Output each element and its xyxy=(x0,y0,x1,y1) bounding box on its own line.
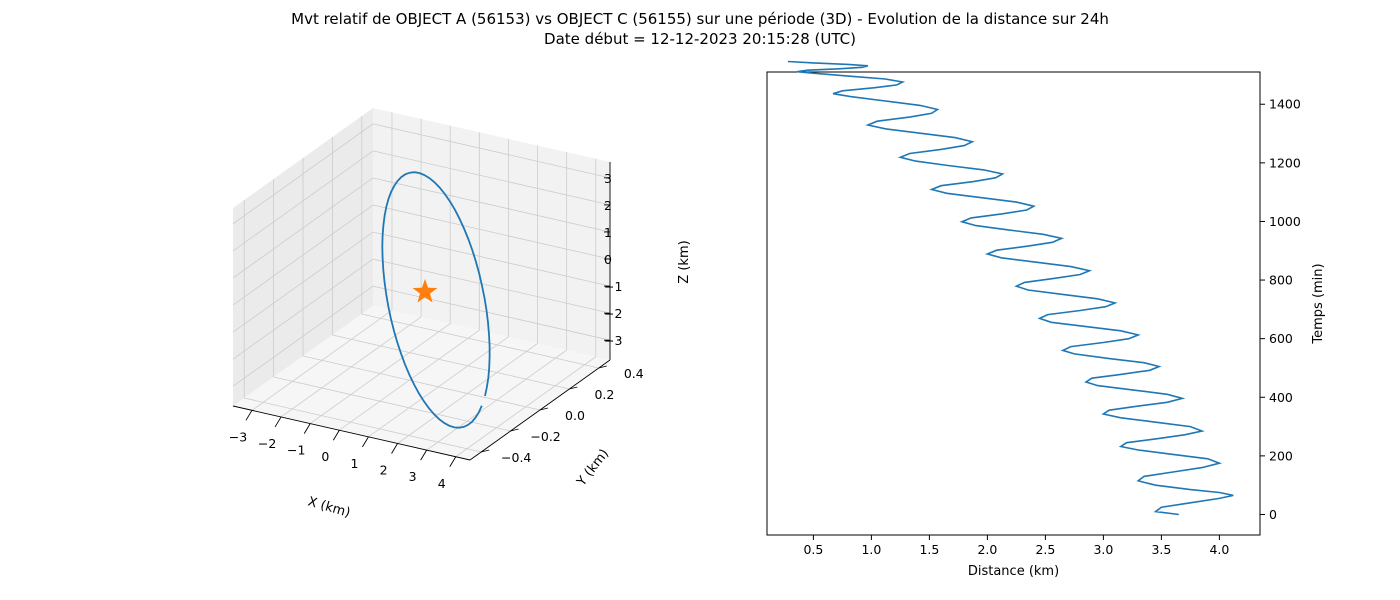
x-tick-label: 4.0 xyxy=(1209,542,1229,557)
y-tick-label: 400 xyxy=(1269,390,1293,405)
grid-line-back-z xyxy=(372,258,611,314)
x-tick-label: −3 xyxy=(229,429,247,444)
y-ticks: 0 200 400 600 800 1000 1200 1400 xyxy=(1260,97,1301,522)
y-axis-label: Y (km) xyxy=(574,447,613,490)
x-axis-label-distance: Distance (km) xyxy=(968,564,1059,579)
grid-line-side-z xyxy=(232,204,374,306)
grid-line-floor-y xyxy=(332,334,570,390)
x-tick-label: −2 xyxy=(258,436,276,451)
y-axis-label-time: Temps (min) xyxy=(1311,263,1326,344)
grid-line-back-z xyxy=(372,123,611,179)
z-tick-label: −3 xyxy=(604,333,622,348)
distance-series-line xyxy=(787,60,1234,516)
plot-3d: −3 −2 −1 0 1 2 3 4 −0.4 −0.2 0.0 0.2 0.4 −3 −2 −1 0 1 2 3 X… xyxy=(229,108,692,521)
grid-line-side-z xyxy=(232,231,374,333)
x-tick xyxy=(332,429,340,441)
grid-line-side-z xyxy=(232,123,374,225)
grid-line-floor-y xyxy=(302,355,541,411)
grid-line-back-z xyxy=(372,285,611,341)
z-axis-label: Z (km) xyxy=(677,240,692,283)
y-tick xyxy=(598,365,607,369)
z-tick-label: 0 xyxy=(604,252,612,267)
y-tick-label: 0.4 xyxy=(624,366,644,381)
x-tick-label: 0.5 xyxy=(803,542,823,557)
3d-grid xyxy=(232,112,611,458)
grid-line-side-z xyxy=(232,258,374,360)
x-tick-label: 2 xyxy=(380,462,388,477)
grid-line-back-z xyxy=(372,231,611,287)
y-tick xyxy=(510,428,519,432)
y-tick-label: 1200 xyxy=(1269,155,1301,170)
y-tick-label: 600 xyxy=(1269,331,1293,346)
z-tick-label: 3 xyxy=(604,171,612,186)
y-tick-label: −0.4 xyxy=(501,450,531,465)
x-tick-label: 2.0 xyxy=(977,542,997,557)
grid-line-back-z xyxy=(372,177,611,233)
chart-title: Mvt relatif de OBJECT A (56153) vs OBJEC… xyxy=(291,10,1109,28)
x-tick xyxy=(391,443,398,454)
y-tick-label: 200 xyxy=(1269,448,1293,463)
y-tick-label: 1000 xyxy=(1269,214,1301,229)
grid-line-side-z xyxy=(232,285,374,387)
back-pane-xz xyxy=(373,108,610,360)
x-ticks: 0.5 1.0 1.5 2.0 2.5 3.0 3.5 4.0 xyxy=(803,535,1229,557)
y-tick-label: −0.2 xyxy=(530,429,560,444)
x-tick-label: 1.5 xyxy=(919,542,939,557)
z-tick-label: 1 xyxy=(604,225,612,240)
y-tick xyxy=(539,407,549,411)
grid-line-floor-y xyxy=(244,397,482,453)
x-tick xyxy=(420,449,428,461)
x-tick-label: 1.0 xyxy=(861,542,881,557)
x-tick xyxy=(362,436,369,448)
x-tick-label: 3 xyxy=(409,469,417,484)
z-tick-label: −1 xyxy=(604,279,622,294)
z-tick-label: −2 xyxy=(604,306,622,321)
plot-frame xyxy=(766,71,1261,536)
x-tick xyxy=(245,410,253,421)
y-tick-label: 0.0 xyxy=(565,408,585,423)
z-tick-label: 2 xyxy=(604,198,612,213)
y-tick xyxy=(481,449,490,453)
3d-panes xyxy=(233,108,610,460)
x-tick xyxy=(303,423,311,434)
grid-line-side-z xyxy=(232,177,374,279)
y-tick-label: 0.2 xyxy=(594,387,614,402)
x-tick-label: 3.0 xyxy=(1093,542,1113,557)
x-tick-label: 2.5 xyxy=(1035,542,1055,557)
grid-line-back-z xyxy=(372,150,611,206)
grid-line-side-z xyxy=(232,150,374,252)
x-tick-label: 3.5 xyxy=(1151,542,1171,557)
y-tick-label: 0 xyxy=(1269,507,1277,522)
chart-subtitle: Date début = 12-12-2023 20:15:28 (UTC) xyxy=(544,30,856,48)
3d-axes: −3 −2 −1 0 1 2 3 4 −0.4 −0.2 0.0 0.2 0.4 −3 −2 −1 0 1 2 3 xyxy=(229,162,644,491)
x-tick-label: −1 xyxy=(287,443,305,458)
x-axis-label: X (km) xyxy=(306,494,352,520)
x-tick xyxy=(274,416,282,428)
x-tick xyxy=(449,456,457,467)
grid-line-back-z xyxy=(372,204,611,260)
x-tick-label: 0 xyxy=(321,449,329,464)
y-tick-label: 1400 xyxy=(1269,97,1301,112)
y-tick-label: 800 xyxy=(1269,273,1293,288)
x-tick-label: 4 xyxy=(438,476,446,491)
y-tick xyxy=(569,386,578,390)
x-axis-line xyxy=(232,405,471,461)
x-tick-label: 1 xyxy=(350,456,358,471)
trajectory-line xyxy=(381,171,491,429)
origin-star-marker xyxy=(412,279,438,303)
grid-line-floor-y xyxy=(361,313,599,369)
